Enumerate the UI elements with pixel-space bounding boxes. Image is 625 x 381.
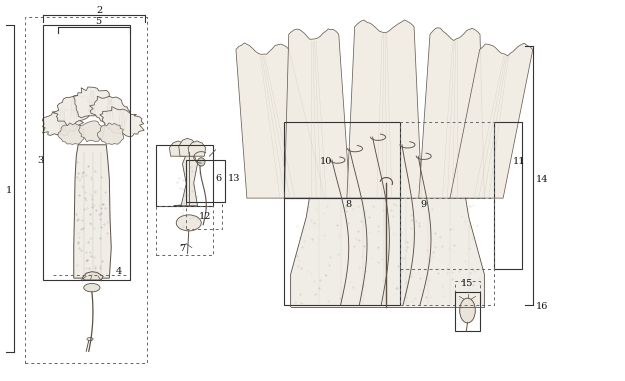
Bar (400, 122, 494, 269)
Text: 7: 7 (179, 244, 185, 253)
Polygon shape (188, 141, 206, 156)
Polygon shape (53, 95, 94, 126)
Polygon shape (236, 43, 325, 198)
Text: 2: 2 (96, 6, 102, 15)
Polygon shape (73, 87, 111, 118)
Bar (42, 25, 130, 280)
Bar (156, 206, 212, 255)
Ellipse shape (198, 158, 205, 166)
Polygon shape (169, 141, 187, 156)
Bar (455, 281, 480, 292)
Polygon shape (42, 107, 84, 136)
Text: 15: 15 (461, 279, 474, 288)
Text: 11: 11 (512, 157, 525, 166)
Text: 1: 1 (6, 186, 12, 195)
Polygon shape (291, 198, 484, 307)
Text: 5: 5 (96, 17, 102, 26)
Polygon shape (284, 29, 350, 198)
Polygon shape (100, 107, 144, 137)
Ellipse shape (87, 338, 93, 341)
Polygon shape (79, 121, 104, 142)
Text: 14: 14 (536, 174, 549, 184)
Bar (284, 122, 400, 198)
Polygon shape (450, 43, 532, 198)
Text: 8: 8 (346, 200, 352, 210)
Polygon shape (98, 123, 124, 144)
Ellipse shape (460, 298, 476, 323)
Bar (186, 202, 222, 229)
Polygon shape (58, 123, 84, 144)
Bar (284, 198, 400, 305)
Bar (186, 160, 225, 202)
Bar (455, 292, 480, 331)
Bar (156, 145, 212, 206)
Bar (400, 198, 494, 305)
Text: 16: 16 (536, 302, 549, 311)
Bar (25, 17, 147, 363)
Ellipse shape (176, 215, 201, 231)
Polygon shape (347, 20, 422, 198)
Text: 13: 13 (228, 174, 240, 183)
Ellipse shape (84, 283, 100, 292)
Text: 3: 3 (38, 155, 44, 165)
Polygon shape (179, 138, 196, 156)
Text: 9: 9 (420, 200, 426, 210)
Polygon shape (419, 28, 484, 198)
Text: 12: 12 (199, 212, 211, 221)
Text: 6: 6 (215, 174, 221, 183)
PathPatch shape (74, 145, 111, 278)
Polygon shape (174, 152, 198, 206)
Text: 4: 4 (116, 267, 122, 276)
Bar (494, 122, 522, 269)
Polygon shape (89, 96, 130, 126)
Text: 10: 10 (320, 157, 332, 166)
PathPatch shape (82, 272, 103, 280)
